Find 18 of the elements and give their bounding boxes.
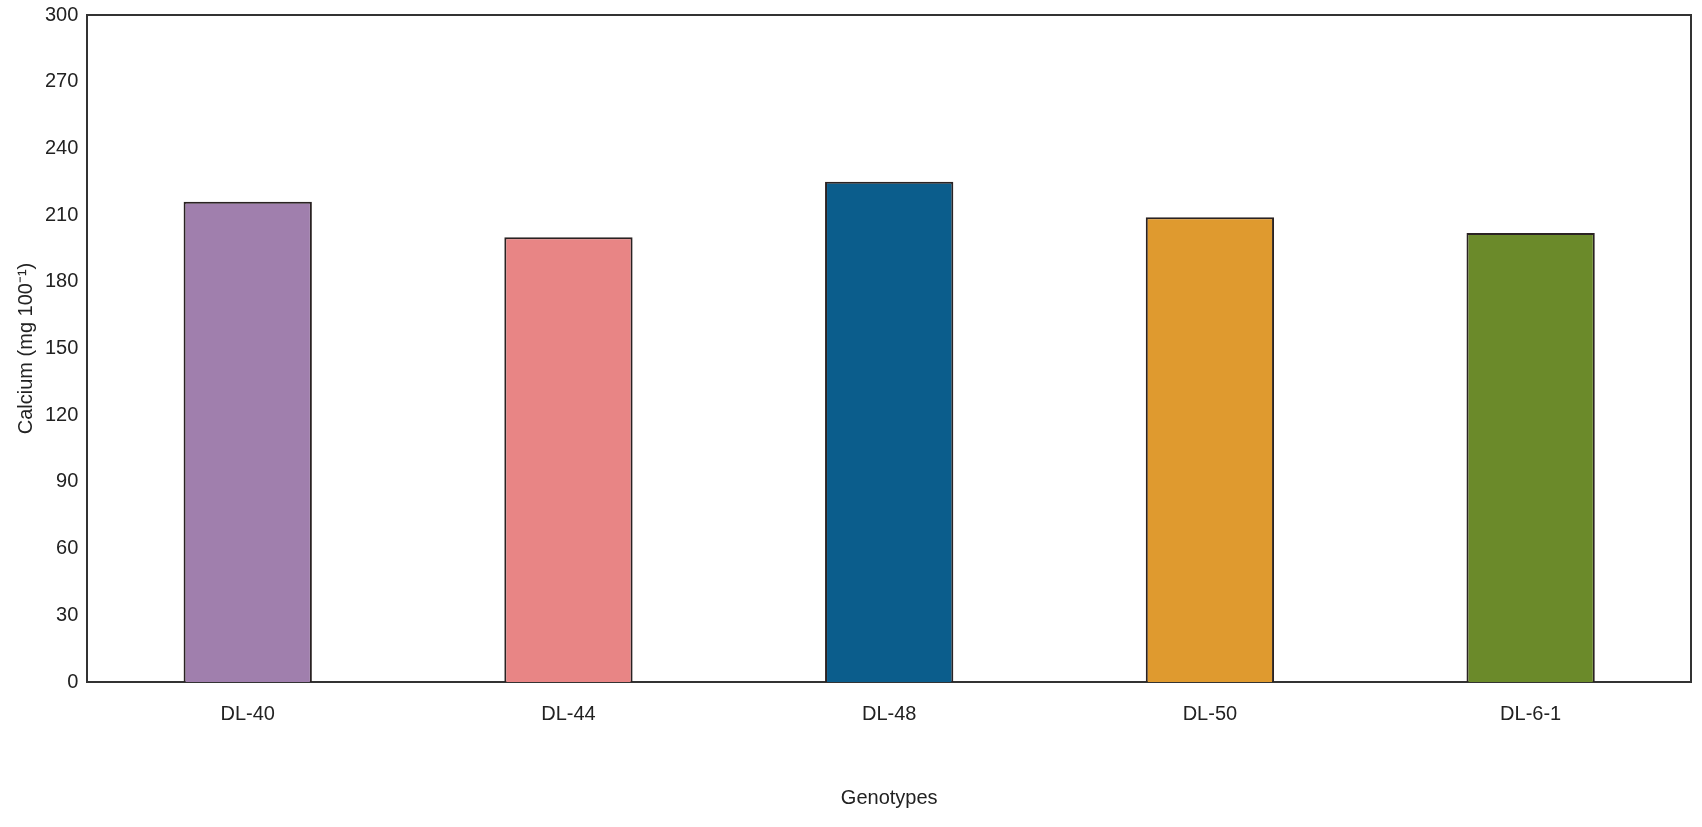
y-tick-label: 150 [44, 336, 79, 359]
y-tick-label: 120 [44, 402, 79, 425]
y-tick-label: 300 [44, 2, 79, 25]
y-tick-label: 0 [67, 669, 79, 692]
y-tick-label: 270 [44, 69, 79, 92]
y-tick-label: 30 [56, 602, 79, 625]
x-tick-label: DL-50 [1182, 701, 1238, 724]
x-tick-label: DL-6-1 [1500, 701, 1562, 724]
x-tick-label: DL-44 [541, 701, 596, 724]
y-tick-label: 210 [44, 202, 79, 225]
x-tick-label: DL-40 [220, 701, 275, 724]
y-tick-label: 60 [56, 536, 79, 559]
x-tick-label: DL-48 [861, 701, 917, 724]
x-axis-title: Genotypes [840, 785, 938, 808]
y-axis-title: Calcium (mg 100⁻¹) [13, 262, 36, 435]
y-tick-label: 240 [44, 135, 79, 158]
y-tick-label: 90 [56, 469, 79, 492]
y-tick-label: 180 [44, 269, 79, 292]
